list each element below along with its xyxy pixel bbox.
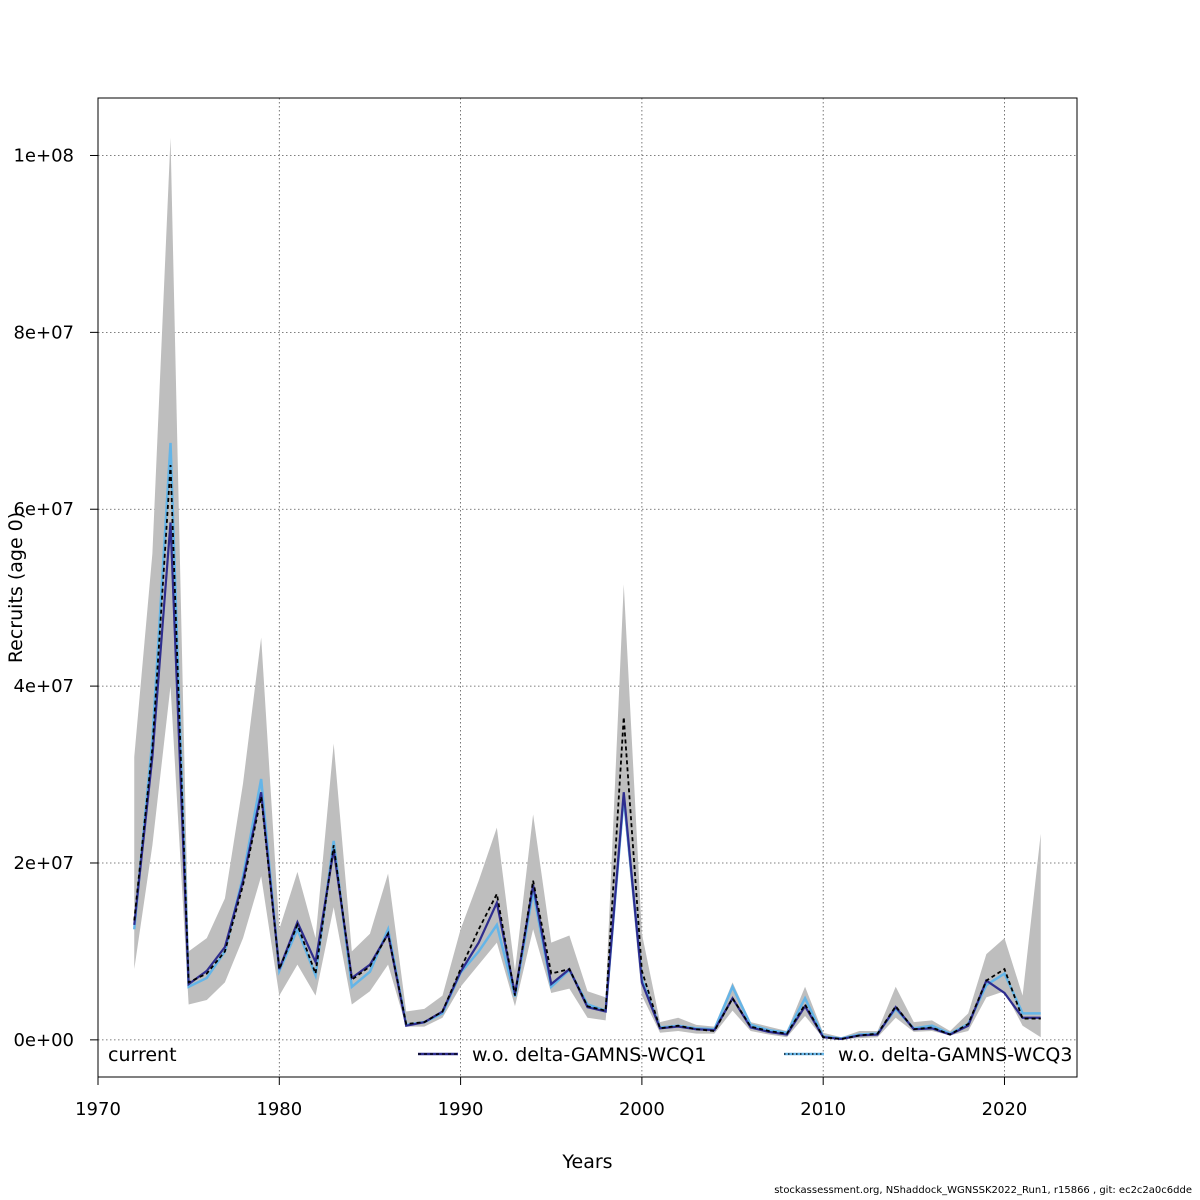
- x-tick-label: 2010: [800, 1099, 846, 1120]
- y-tick-label: 6e+07: [13, 499, 74, 520]
- x-axis: 1970 1980 1990 2000 2010 2020: [75, 1076, 1028, 1120]
- confidence-band: [134, 137, 1041, 1040]
- y-tick-label: 1e+08: [13, 145, 74, 166]
- series-line-current: [133, 464, 1041, 1040]
- y-tick-label: 4e+07: [13, 676, 74, 697]
- legend-label-wcq1: w.o. delta-GAMNS-WCQ1: [472, 1044, 706, 1066]
- y-axis-title: Recruits (age 0): [5, 512, 27, 663]
- x-axis-title: Years: [561, 1151, 612, 1173]
- grid-lines: [97, 98, 1077, 1077]
- series-line-wcq3: [133, 442, 1041, 1040]
- band-area: [134, 137, 1041, 1040]
- y-tick-label: 2e+07: [13, 853, 74, 874]
- x-tick-label: 1980: [256, 1099, 302, 1120]
- legend: current w.o. delta-GAMNS-WCQ1 w.o. delta-G…: [108, 1044, 1072, 1066]
- series-line-wcq1: [133, 522, 1041, 1041]
- series-lines: [133, 442, 1041, 1041]
- y-tick-label: 8e+07: [13, 322, 74, 343]
- x-tick-label: 2020: [982, 1099, 1028, 1120]
- legend-label-wcq3: w.o. delta-GAMNS-WCQ3: [838, 1044, 1072, 1066]
- x-tick-label: 1970: [75, 1099, 121, 1120]
- y-tick-label: 0e+00: [13, 1030, 74, 1051]
- footer-credit: stockassessment.org, NShaddock_WGNSSK202…: [774, 1185, 1192, 1196]
- x-tick-label: 2000: [619, 1099, 665, 1120]
- x-tick-label: 1990: [438, 1099, 484, 1120]
- legend-label-current: current: [108, 1044, 177, 1066]
- y-axis: 0e+00 2e+07 4e+07 6e+07 8e+07 1e+08: [13, 145, 99, 1051]
